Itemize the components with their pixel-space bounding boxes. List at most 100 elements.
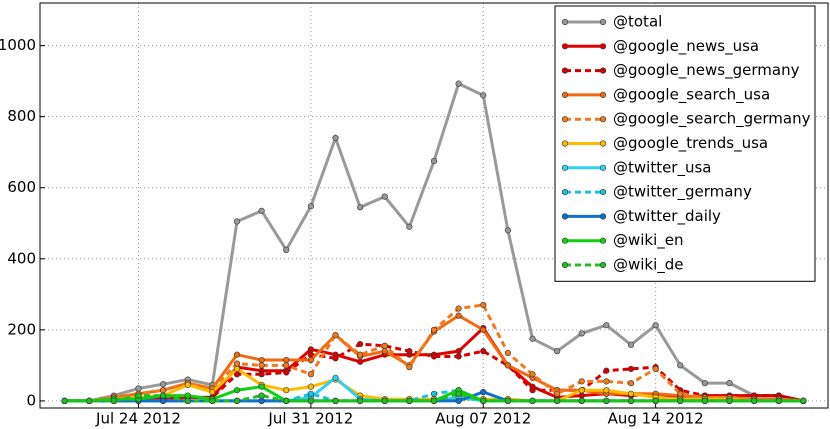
data-point xyxy=(627,397,635,404)
data-point xyxy=(332,134,339,142)
data-point xyxy=(800,397,807,404)
data-point xyxy=(61,397,68,404)
data-point xyxy=(652,322,659,329)
data-point xyxy=(160,392,167,399)
data-point xyxy=(726,380,733,387)
data-point xyxy=(652,365,659,373)
data-point xyxy=(603,367,610,374)
data-point xyxy=(603,378,610,385)
data-point xyxy=(307,397,314,404)
x-tick-label: Aug 07 2012 xyxy=(435,410,531,428)
data-point xyxy=(627,390,635,397)
data-point xyxy=(110,397,117,404)
data-point xyxy=(307,390,314,397)
data-point xyxy=(283,397,290,404)
legend-marker xyxy=(599,116,607,123)
data-point xyxy=(455,348,462,355)
legend-label: @twitter_usa xyxy=(613,158,712,177)
data-point xyxy=(406,397,413,404)
data-point xyxy=(258,356,265,364)
data-point xyxy=(504,397,511,404)
legend-marker xyxy=(561,18,569,26)
data-point xyxy=(283,369,290,376)
data-point xyxy=(455,397,462,404)
data-point xyxy=(160,381,167,388)
x-tick-label: Jul 31 2012 xyxy=(267,410,353,428)
data-point xyxy=(307,346,314,353)
y-tick-label: 800 xyxy=(7,107,36,125)
legend-label: @google_news_germany xyxy=(613,61,800,80)
data-point xyxy=(258,207,265,214)
data-point xyxy=(332,332,339,339)
data-point xyxy=(455,80,462,87)
data-point xyxy=(233,397,241,404)
legend-marker xyxy=(561,91,569,98)
data-point xyxy=(258,397,265,404)
data-point xyxy=(381,342,388,349)
data-point xyxy=(283,356,290,364)
data-point xyxy=(480,348,487,355)
data-point xyxy=(160,397,167,404)
legend-marker xyxy=(599,91,607,98)
data-point xyxy=(430,353,438,360)
data-point xyxy=(480,326,487,333)
data-point xyxy=(357,340,364,348)
data-point xyxy=(554,390,561,397)
data-point xyxy=(455,305,462,312)
legend-marker xyxy=(561,213,569,220)
data-point xyxy=(233,218,241,225)
data-point xyxy=(578,387,585,394)
data-point xyxy=(357,358,364,365)
legend-marker xyxy=(561,189,569,196)
data-point xyxy=(529,371,536,378)
data-point xyxy=(504,349,511,357)
data-point xyxy=(603,322,610,329)
data-point xyxy=(135,385,142,392)
legend-label: @twitter_germany xyxy=(613,183,752,202)
data-point xyxy=(184,397,191,404)
data-point xyxy=(529,387,536,394)
data-point xyxy=(233,387,241,394)
data-point xyxy=(283,387,290,394)
data-point xyxy=(430,326,438,333)
data-point xyxy=(135,392,142,399)
legend-marker xyxy=(599,67,607,74)
data-point xyxy=(578,330,585,337)
data-point xyxy=(184,392,191,399)
data-point xyxy=(480,388,487,396)
data-point xyxy=(406,364,413,371)
data-point xyxy=(603,397,610,404)
y-tick-label: 400 xyxy=(7,249,36,267)
data-point xyxy=(357,351,364,358)
data-point xyxy=(529,397,536,404)
data-point xyxy=(307,356,314,364)
data-point xyxy=(357,397,364,404)
data-point xyxy=(332,397,339,404)
plot-frame xyxy=(39,2,829,409)
legend-label: @wiki_en xyxy=(613,231,684,250)
data-point xyxy=(307,371,314,378)
y-tick-label: 1000 xyxy=(0,36,36,54)
data-point xyxy=(184,381,191,389)
data-point xyxy=(86,397,93,404)
data-point xyxy=(578,392,585,399)
legend-marker xyxy=(561,164,569,171)
data-point xyxy=(627,341,635,348)
data-point xyxy=(357,204,364,211)
data-point xyxy=(430,157,438,165)
legend-label: @google_news_usa xyxy=(613,37,759,56)
data-point xyxy=(160,387,167,394)
x-tick-label: Aug 14 2012 xyxy=(608,410,704,428)
data-point xyxy=(504,362,511,369)
data-point xyxy=(726,397,733,404)
legend-marker xyxy=(561,237,569,244)
legend-marker xyxy=(599,18,607,26)
data-point xyxy=(381,397,388,404)
data-point xyxy=(283,362,290,369)
data-point xyxy=(480,301,487,309)
data-point xyxy=(258,392,265,399)
data-point xyxy=(554,397,561,404)
legend-marker xyxy=(561,140,569,147)
y-tick-label: 600 xyxy=(7,178,36,196)
